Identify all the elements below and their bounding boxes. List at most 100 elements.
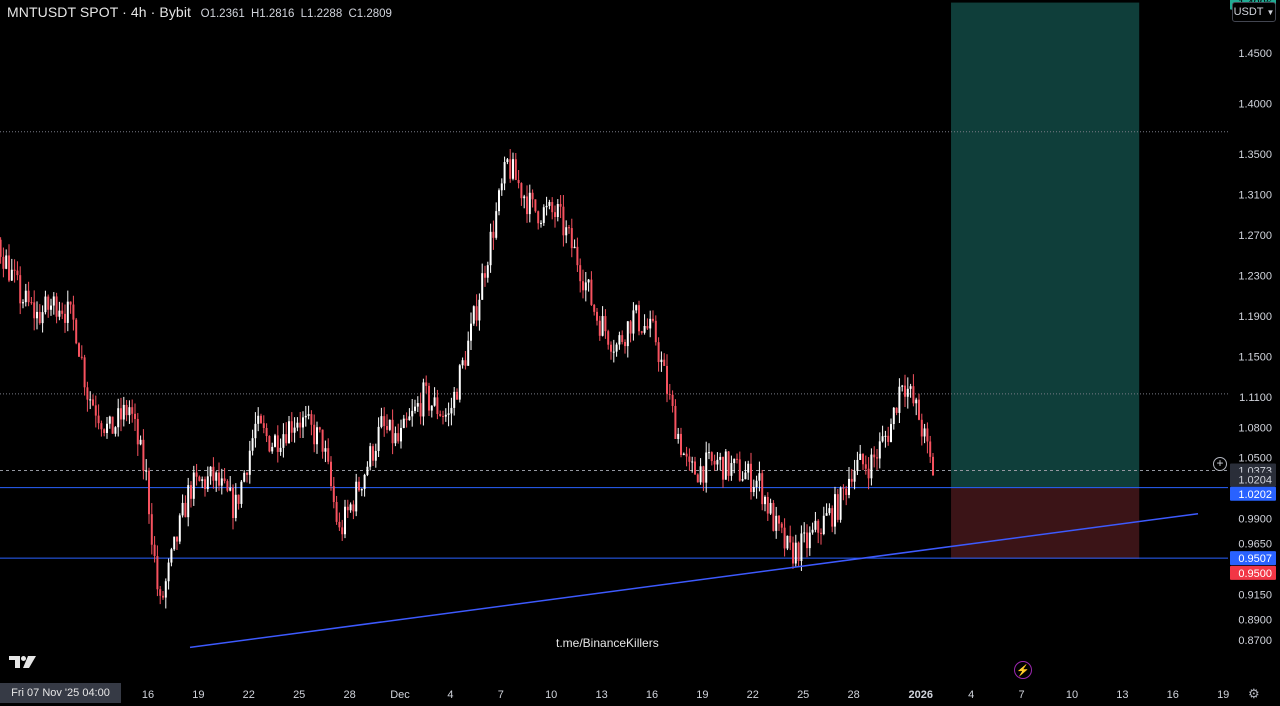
candle xyxy=(19,266,22,315)
candle xyxy=(898,378,901,424)
x-tick-3: 25 xyxy=(293,689,305,701)
candle xyxy=(458,363,461,403)
candle xyxy=(369,442,372,471)
x-tick-13: 25 xyxy=(797,689,809,701)
candle xyxy=(873,446,876,468)
candle xyxy=(83,354,86,396)
candle xyxy=(626,320,629,358)
candle xyxy=(461,357,464,369)
candle xyxy=(106,416,108,439)
candle xyxy=(220,468,223,495)
candle xyxy=(904,374,906,407)
plus-circle-icon[interactable]: + xyxy=(1213,457,1227,471)
candle xyxy=(573,239,576,249)
candle xyxy=(330,456,332,491)
candle xyxy=(218,462,220,491)
candle xyxy=(246,471,248,483)
candle xyxy=(691,456,694,473)
candle xyxy=(290,412,293,442)
candle xyxy=(251,429,254,456)
x-tick-5: Dec xyxy=(390,689,410,701)
candle xyxy=(111,416,114,434)
candle xyxy=(414,399,416,414)
candle xyxy=(285,422,288,446)
candle xyxy=(820,528,822,545)
candle xyxy=(187,477,190,527)
candle xyxy=(153,536,156,563)
time-axis[interactable]: 16 19 22 25 28 Dec 4 7 10 13 16 19 22 25 28 2026 4 7 10 13 1… xyxy=(142,689,1229,701)
candle xyxy=(612,339,615,363)
candle xyxy=(299,411,302,439)
candle xyxy=(643,314,646,335)
candle xyxy=(783,518,786,557)
candle xyxy=(537,210,540,230)
candle xyxy=(176,536,178,550)
currency-selector-button[interactable]: USDT ▼ xyxy=(1232,2,1276,22)
ohlc-open: O1.2361 xyxy=(200,8,245,20)
candle xyxy=(688,448,691,471)
ohlc-readout: O1.2361 H1.2816 L1.2288 C1.2809 xyxy=(201,8,395,20)
tradingview-logo-icon[interactable] xyxy=(9,654,37,670)
candle xyxy=(484,265,486,287)
candle xyxy=(204,476,206,497)
candle xyxy=(719,452,722,471)
candle xyxy=(215,471,218,492)
candle xyxy=(195,463,198,486)
candle xyxy=(786,535,789,551)
price-axis[interactable]: 1.4500 1.4000 1.3500 1.3100 1.2700 1.2300 1.19… xyxy=(1230,0,1276,647)
trendline-group[interactable] xyxy=(189,512,1199,649)
candle xyxy=(596,308,598,326)
lightning-icon[interactable]: ⚡ xyxy=(1014,661,1032,679)
candle xyxy=(570,218,573,258)
y-tick-1: 1.4000 xyxy=(1238,98,1272,110)
candle xyxy=(122,396,125,427)
y-tick-7: 1.1500 xyxy=(1238,351,1272,363)
candle xyxy=(772,500,775,532)
candle xyxy=(419,392,422,425)
candle xyxy=(842,484,845,501)
candle xyxy=(69,301,72,314)
candle xyxy=(582,269,584,299)
candle xyxy=(878,432,881,469)
candle xyxy=(565,220,568,244)
candle xyxy=(397,423,400,444)
y-tick-4: 1.2700 xyxy=(1238,230,1272,242)
candle xyxy=(604,309,607,339)
candle xyxy=(638,300,640,336)
symbol-title[interactable]: MNTUSDT SPOT · 4h · Bybit xyxy=(7,4,192,20)
gear-icon[interactable]: ⚙ xyxy=(1248,686,1260,701)
candle xyxy=(635,304,638,314)
candle xyxy=(72,295,75,331)
candle xyxy=(131,399,134,423)
candle xyxy=(839,486,842,523)
candle xyxy=(764,495,766,512)
candle xyxy=(97,404,100,430)
y-tick-13: 0.9150 xyxy=(1238,589,1272,601)
y-tick-2: 1.3500 xyxy=(1238,149,1272,161)
trendline xyxy=(189,512,1199,649)
candle xyxy=(271,442,274,454)
x-tick-14: 28 xyxy=(847,689,859,701)
candle xyxy=(506,157,509,165)
price-badge-4: 0.9507 xyxy=(1230,551,1276,566)
candle xyxy=(433,387,436,407)
candle xyxy=(377,417,380,457)
candle xyxy=(932,453,934,476)
candle xyxy=(808,526,811,556)
candle xyxy=(386,414,388,434)
y-tick-0: 1.4500 xyxy=(1238,48,1272,60)
x-tick-9: 13 xyxy=(595,689,607,701)
candle xyxy=(531,189,534,208)
candle xyxy=(845,485,848,506)
candle xyxy=(761,469,764,511)
candle xyxy=(332,476,335,509)
candle xyxy=(164,578,167,609)
y-tick-11: 0.9900 xyxy=(1238,513,1272,525)
candle xyxy=(738,451,741,482)
candle xyxy=(120,397,122,432)
candle xyxy=(834,486,836,535)
candle xyxy=(360,488,363,497)
candle xyxy=(405,412,408,428)
candle xyxy=(730,455,733,481)
